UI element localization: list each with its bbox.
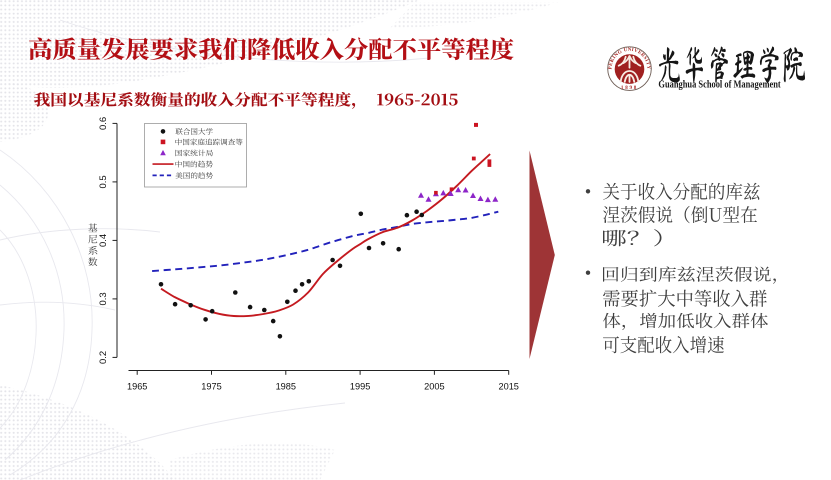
svg-text:1975: 1975	[201, 382, 221, 392]
svg-text:0.2: 0.2	[98, 351, 109, 364]
svg-text:0.4: 0.4	[98, 234, 109, 247]
svg-text:0.3: 0.3	[98, 292, 109, 305]
svg-text:1985: 1985	[276, 382, 296, 392]
svg-text:2005: 2005	[424, 382, 444, 392]
svg-text:Guanghua School of Management: Guanghua School of Management	[658, 80, 781, 91]
svg-text:0.6: 0.6	[98, 117, 109, 130]
svg-text:0.5: 0.5	[98, 175, 109, 188]
svg-text:2015: 2015	[498, 382, 518, 392]
svg-text:1965: 1965	[127, 382, 147, 392]
svg-text:1995: 1995	[350, 382, 370, 392]
svg-text:1898: 1898	[621, 86, 638, 91]
